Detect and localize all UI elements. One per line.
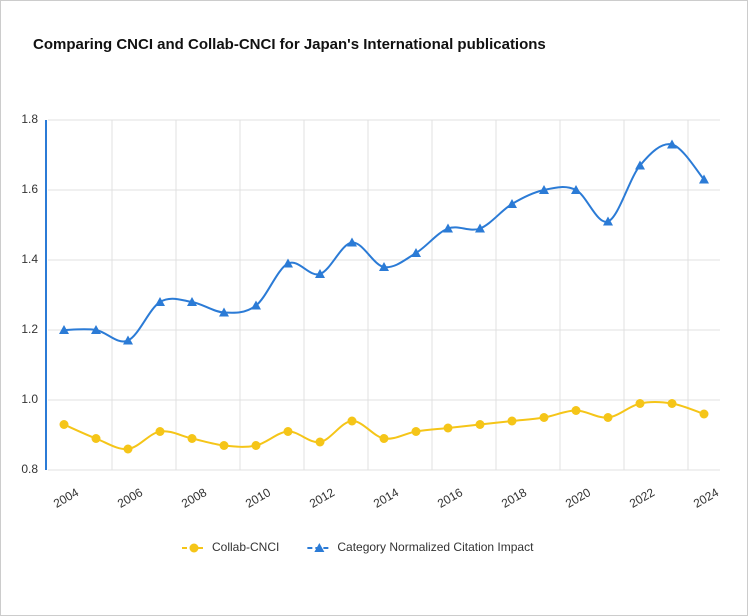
point [539,413,549,422]
point [667,399,677,408]
point [571,406,581,415]
point [411,248,421,257]
point [475,223,485,233]
point [315,269,325,278]
point [251,300,261,310]
point [571,185,581,194]
point [507,199,517,208]
point [187,434,197,443]
legend-marker [189,543,199,553]
y-tick-label: 1.6 [21,182,38,196]
point [699,174,709,184]
point [635,399,645,408]
point [539,185,549,194]
point [635,160,645,170]
point [59,325,69,334]
point [411,427,421,436]
legend-label: Collab-CNCI [212,540,279,554]
point [507,416,517,426]
y-tick-label: 1.4 [21,252,38,266]
point [603,216,613,226]
y-tick-label: 1.2 [21,322,38,336]
point [379,262,389,271]
point [123,335,133,345]
point [603,413,613,422]
point [347,416,357,426]
point [699,409,709,419]
point [187,297,197,306]
chart-title: Comparing CNCI and Collab-CNCI for Japan… [33,36,546,53]
point [379,434,389,443]
point [91,434,101,443]
y-tick-label: 1.8 [21,112,38,126]
point [315,437,325,447]
point [219,307,229,317]
point [475,420,485,429]
point [123,444,133,454]
point [443,423,453,433]
point [347,237,357,247]
point [219,441,229,450]
legend-marker [314,543,325,552]
point [283,427,293,436]
y-tick-label: 0.8 [21,462,38,476]
legend-label: Category Normalized Citation Impact [337,540,534,554]
point [443,223,453,233]
point [667,139,677,149]
point [155,297,165,306]
point [251,441,261,450]
point [91,325,101,334]
y-tick-label: 1.0 [21,392,38,406]
point [59,420,69,429]
point [155,427,165,436]
point [283,258,293,268]
